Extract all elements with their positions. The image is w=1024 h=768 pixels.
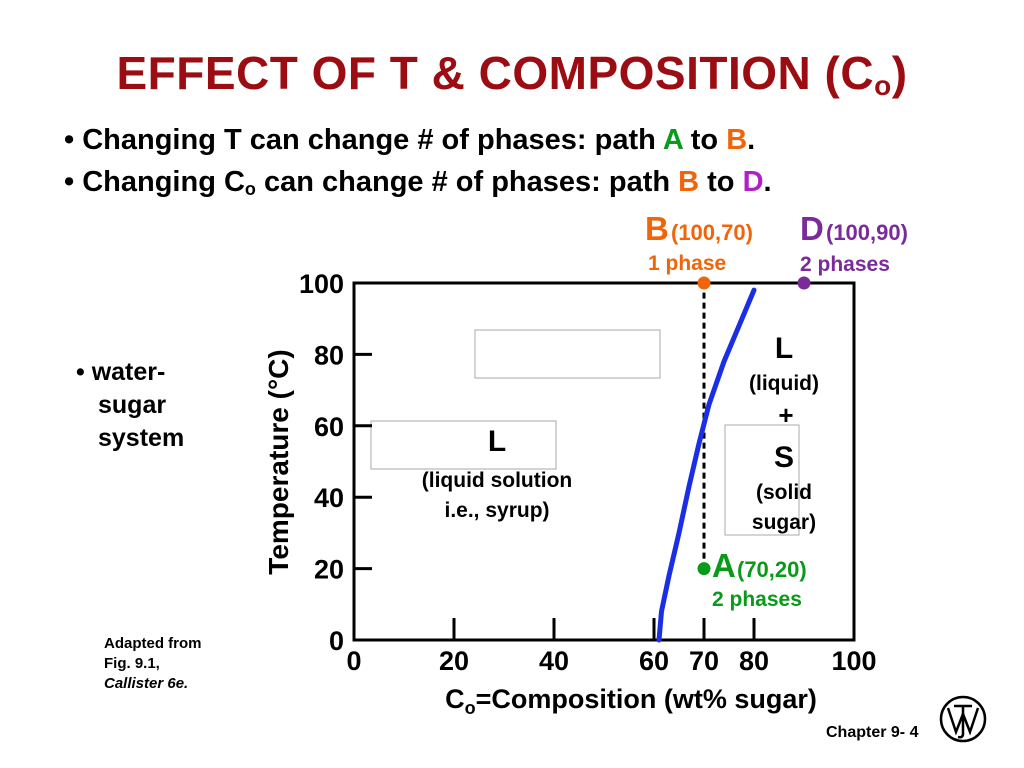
bullet-dot: • <box>64 166 83 198</box>
chapter-footer: Chapter 9- 4 <box>826 724 919 741</box>
slide-title: EFFECT OF T & COMPOSITION (Co) <box>116 47 908 101</box>
svg-text:S: S <box>774 441 794 474</box>
x-tick-label: 70 <box>689 646 719 676</box>
x-tick-label: 100 <box>831 646 876 676</box>
svg-text:2 phases: 2 phases <box>800 253 890 276</box>
region-liquid-label: L (liquid solution i.e., syrup) <box>422 425 572 522</box>
svg-text:B: B <box>645 210 669 247</box>
point-D-label: D (100,90) 2 phases <box>800 210 908 276</box>
side-bullet-water-sugar: • water- sugar system <box>76 358 185 452</box>
x-tick-label: 40 <box>539 646 569 676</box>
svg-text:sugar): sugar) <box>752 511 816 534</box>
x-axis-label: Co=Composition (wt% sugar) <box>445 684 817 718</box>
svg-text:(solid: (solid <box>756 481 812 504</box>
y-tick-label: 40 <box>314 483 344 513</box>
svg-text:+: + <box>778 400 793 430</box>
x-tick-label: 20 <box>439 646 469 676</box>
plot-frame <box>352 281 856 642</box>
label-box <box>370 420 557 470</box>
y-tick-label: 20 <box>314 555 344 585</box>
svg-text:L: L <box>488 425 506 458</box>
solubility-curve <box>656 287 757 643</box>
x-tick-label: 80 <box>739 646 769 676</box>
point-A-label: A (70,20) 2 phases <box>712 547 807 611</box>
point-D <box>797 276 811 290</box>
y-tick-label: 60 <box>314 412 344 442</box>
svg-text:(100,90): (100,90) <box>826 220 908 245</box>
bullet-changing-temperature: • Changing T can change # of phases: pat… <box>64 124 756 156</box>
bullet-changing-composition: • Changing Co can change # of phases: pa… <box>64 166 772 199</box>
svg-text:(70,20): (70,20) <box>737 557 807 582</box>
svg-text:L: L <box>775 332 793 365</box>
x-tick-label: 0 <box>346 646 361 676</box>
y-axis-label: Temperature (°C) <box>263 349 294 574</box>
bullet-dot: • <box>64 124 83 156</box>
point-B <box>697 276 711 290</box>
region-liquid-solid-label: L (liquid) + S (solid sugar) <box>749 332 819 534</box>
publisher-logo-icon <box>939 695 987 743</box>
svg-text:(liquid): (liquid) <box>749 372 819 395</box>
svg-text:A: A <box>712 547 736 584</box>
svg-text:(100,70): (100,70) <box>671 220 753 245</box>
y-tick-label: 80 <box>314 340 344 370</box>
svg-text:D: D <box>800 210 824 247</box>
label-box <box>474 329 661 379</box>
svg-text:i.e., syrup): i.e., syrup) <box>444 499 549 522</box>
x-tick-label: 60 <box>639 646 669 676</box>
point-B-label: B (100,70) 1 phase <box>645 210 753 275</box>
point-A <box>697 562 711 576</box>
y-tick-label: 100 <box>299 269 344 299</box>
figure-credit: Adapted from Fig. 9.1, Callister 6e. <box>104 635 202 692</box>
svg-text:(liquid solution: (liquid solution <box>422 469 572 492</box>
label-box <box>724 424 800 536</box>
svg-text:2 phases: 2 phases <box>712 588 802 611</box>
svg-text:1 phase: 1 phase <box>648 252 726 275</box>
y-tick-label: 0 <box>329 626 344 656</box>
